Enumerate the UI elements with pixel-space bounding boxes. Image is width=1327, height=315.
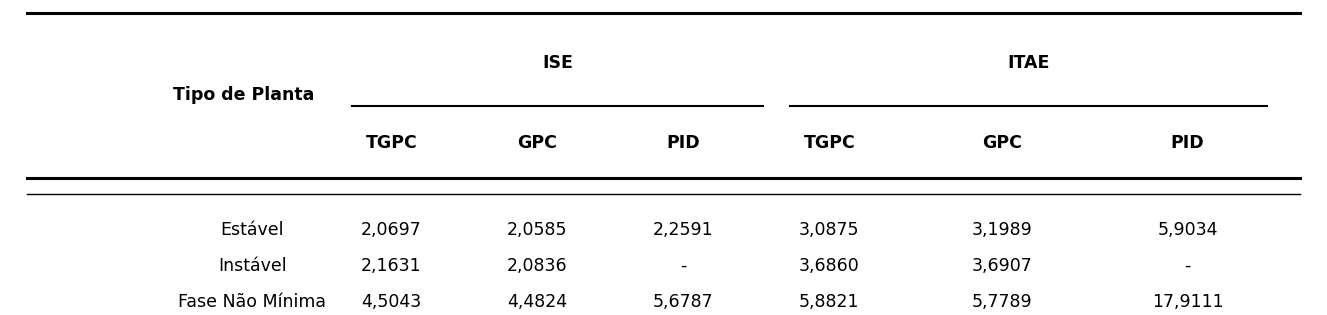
Text: 5,7789: 5,7789 [971,293,1032,312]
Text: 3,6860: 3,6860 [799,257,860,275]
Text: 4,4824: 4,4824 [507,293,568,312]
Text: 2,0585: 2,0585 [507,221,568,239]
Text: 5,9034: 5,9034 [1157,221,1218,239]
Text: TGPC: TGPC [366,134,417,152]
Text: ISE: ISE [541,54,573,72]
Text: 2,2591: 2,2591 [653,221,714,239]
Text: -: - [1185,257,1190,275]
Text: 3,1989: 3,1989 [971,221,1032,239]
Text: 5,8821: 5,8821 [799,293,860,312]
Text: Fase Não Mínima: Fase Não Mínima [178,293,326,312]
Text: Estável: Estável [220,221,284,239]
Text: -: - [681,257,686,275]
Text: ITAE: ITAE [1007,54,1050,72]
Text: Tipo de Planta: Tipo de Planta [173,86,314,104]
Text: TGPC: TGPC [804,134,855,152]
Text: 5,6787: 5,6787 [653,293,714,312]
Text: 3,0875: 3,0875 [799,221,860,239]
Text: 3,6907: 3,6907 [971,257,1032,275]
Text: PID: PID [1170,134,1205,152]
Text: Instável: Instável [218,257,287,275]
Text: PID: PID [666,134,701,152]
Text: 2,1631: 2,1631 [361,257,422,275]
Text: GPC: GPC [518,134,557,152]
Text: 2,0836: 2,0836 [507,257,568,275]
Text: GPC: GPC [982,134,1022,152]
Text: 2,0697: 2,0697 [361,221,422,239]
Text: 4,5043: 4,5043 [361,293,422,312]
Text: 17,9111: 17,9111 [1152,293,1223,312]
